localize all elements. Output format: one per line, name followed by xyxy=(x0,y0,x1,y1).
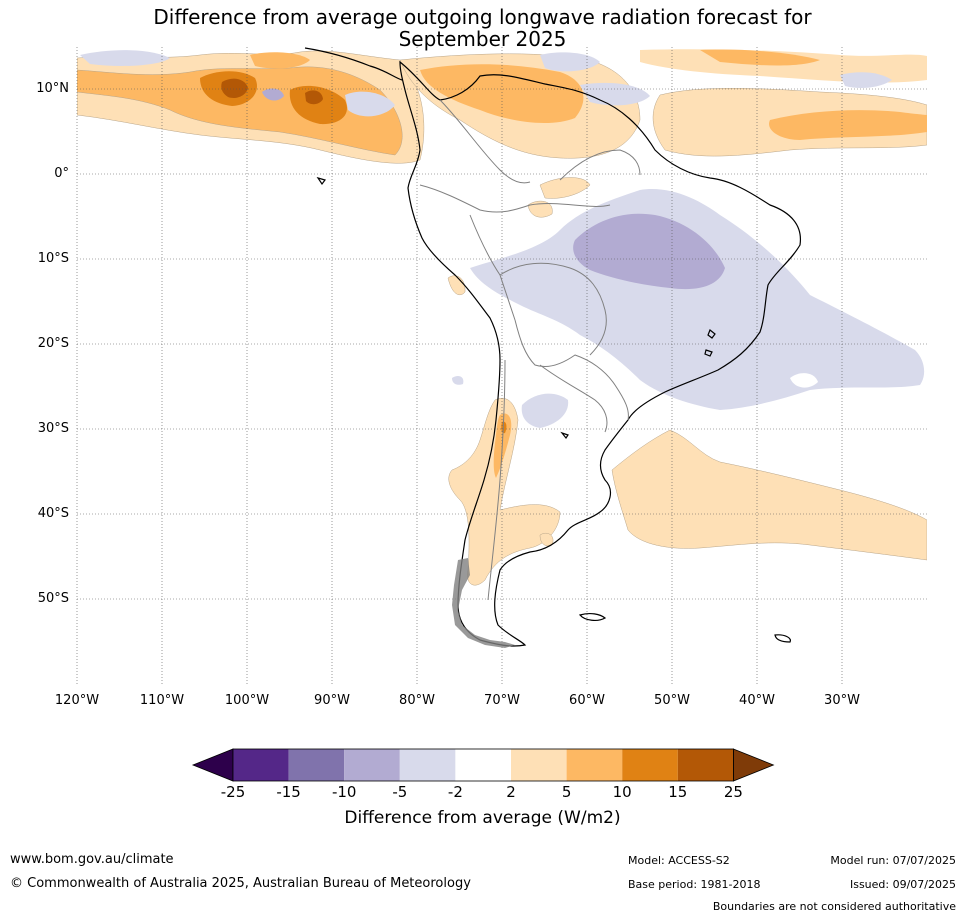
country-border xyxy=(439,99,531,184)
footer-website: www.bom.gov.au/climate xyxy=(10,852,174,867)
lat-label-50s: 50°S xyxy=(37,591,69,606)
colorbar-tick-label: 15 xyxy=(668,783,688,801)
country-border xyxy=(469,214,516,321)
island-coastline xyxy=(578,612,607,621)
colorbar-swatch xyxy=(622,749,678,781)
footer-model-run: Model run: 07/07/2025 xyxy=(830,854,956,867)
country-border xyxy=(539,364,608,433)
colorbar-swatch xyxy=(677,749,734,781)
positive-anomaly-region xyxy=(700,49,820,66)
positive-anomaly-region xyxy=(289,85,348,125)
negative-anomaly-region xyxy=(790,373,818,388)
colorbar-swatch xyxy=(566,749,623,781)
positive-anomaly-region xyxy=(501,421,507,434)
positive-anomaly-region xyxy=(539,177,591,199)
colorbar-swatch xyxy=(399,749,456,781)
negative-anomaly-region xyxy=(80,50,170,66)
colorbar-swatch xyxy=(288,749,345,781)
lon-label-100w: 100°W xyxy=(224,693,270,708)
positive-anomaly-region xyxy=(420,64,584,124)
caribbean-coastline xyxy=(304,47,403,81)
country-borders xyxy=(419,99,641,601)
colorbar-label: Difference from average (W/m2) xyxy=(344,808,621,828)
lon-label-120w: 120°W xyxy=(54,693,100,708)
lat-label-0: 0° xyxy=(54,166,69,181)
footer-disclaimer: Boundaries are not considered authoritat… xyxy=(712,900,956,913)
colorbar-tick-label: 2 xyxy=(506,783,516,801)
patagonia-coastline-detail xyxy=(452,558,515,648)
lat-label-10n: 10°N xyxy=(36,81,69,96)
footer-copyright: © Commonwealth of Australia 2025, Austra… xyxy=(10,876,471,891)
lat-label-30s: 30°S xyxy=(37,421,69,436)
map-title-line-2: September 2025 xyxy=(398,27,567,51)
negative-anomaly-region xyxy=(573,213,725,290)
negative-anomaly-region xyxy=(540,52,600,72)
colorbar-tick-label: -15 xyxy=(276,783,301,801)
island-coastline xyxy=(316,176,327,186)
colorbar-swatch xyxy=(233,749,289,781)
colorbar xyxy=(191,748,775,782)
footer-model: Model: ACCESS-S2 xyxy=(628,854,730,867)
lat-label-40s: 40°S xyxy=(37,506,69,521)
lon-label-40w: 40°W xyxy=(739,693,775,708)
colorbar-tick-label: 10 xyxy=(612,783,632,801)
map-plot xyxy=(76,47,927,684)
positive-anomaly-region xyxy=(539,532,554,547)
colorbar-swatch xyxy=(455,749,511,781)
lake-coastline xyxy=(560,431,569,440)
lon-label-30w: 30°W xyxy=(824,693,860,708)
south-america-coastline xyxy=(399,60,801,647)
negative-anomaly-region xyxy=(345,91,395,117)
colorbar-tick-label: -2 xyxy=(447,783,463,801)
lon-label-110w: 110°W xyxy=(139,693,185,708)
country-border xyxy=(419,184,611,213)
island-coastline xyxy=(707,329,716,339)
colorbar-tick-label: -25 xyxy=(220,783,246,801)
anomaly-shading xyxy=(77,49,927,586)
country-border xyxy=(487,359,506,601)
positive-anomaly-region xyxy=(611,429,927,561)
negative-anomaly-region xyxy=(521,393,569,428)
lon-label-80w: 80°W xyxy=(399,693,435,708)
negative-anomaly-region xyxy=(840,72,892,88)
positive-anomaly-region xyxy=(769,110,927,140)
positive-anomaly-region xyxy=(250,52,310,69)
colorbar-min-arrow xyxy=(191,748,234,782)
colorbar-tick-label: 25 xyxy=(723,783,743,801)
negative-anomaly-region xyxy=(452,376,464,385)
island-coastline xyxy=(704,349,713,357)
coastlines xyxy=(304,47,801,647)
negative-anomaly-region xyxy=(580,82,650,106)
lon-label-60w: 60°W xyxy=(569,693,605,708)
lon-label-50w: 50°W xyxy=(654,693,690,708)
positive-anomaly-region xyxy=(448,397,561,586)
colorbar-tick-label: 5 xyxy=(561,783,572,801)
country-border xyxy=(559,149,641,181)
colorbar-swatch xyxy=(344,749,400,781)
lat-label-10s: 10°S xyxy=(37,251,69,266)
map-gridlines xyxy=(76,47,927,684)
country-border xyxy=(499,262,607,356)
negative-anomaly-region xyxy=(262,88,284,101)
colorbar-swatch xyxy=(511,749,567,781)
colorbar-tick-label: -5 xyxy=(392,783,408,801)
colorbar-max-arrow xyxy=(733,748,775,782)
island-coastline xyxy=(774,634,791,643)
map-title-line-1: Difference from average outgoing longwav… xyxy=(153,5,812,29)
lon-label-70w: 70°W xyxy=(484,693,520,708)
positive-anomaly-region xyxy=(527,200,553,218)
footer-issued: Issued: 09/07/2025 xyxy=(849,878,956,891)
country-border xyxy=(514,319,629,421)
colorbar-tick-label: -10 xyxy=(331,783,357,801)
lon-label-90w: 90°W xyxy=(314,693,350,708)
footer-base-period: Base period: 1981-2018 xyxy=(628,878,761,891)
positive-anomaly-region xyxy=(221,78,248,98)
negative-anomaly-region xyxy=(470,189,925,410)
positive-anomaly-region xyxy=(447,275,466,295)
positive-anomaly-region xyxy=(305,90,323,105)
lat-label-20s: 20°S xyxy=(37,336,69,351)
